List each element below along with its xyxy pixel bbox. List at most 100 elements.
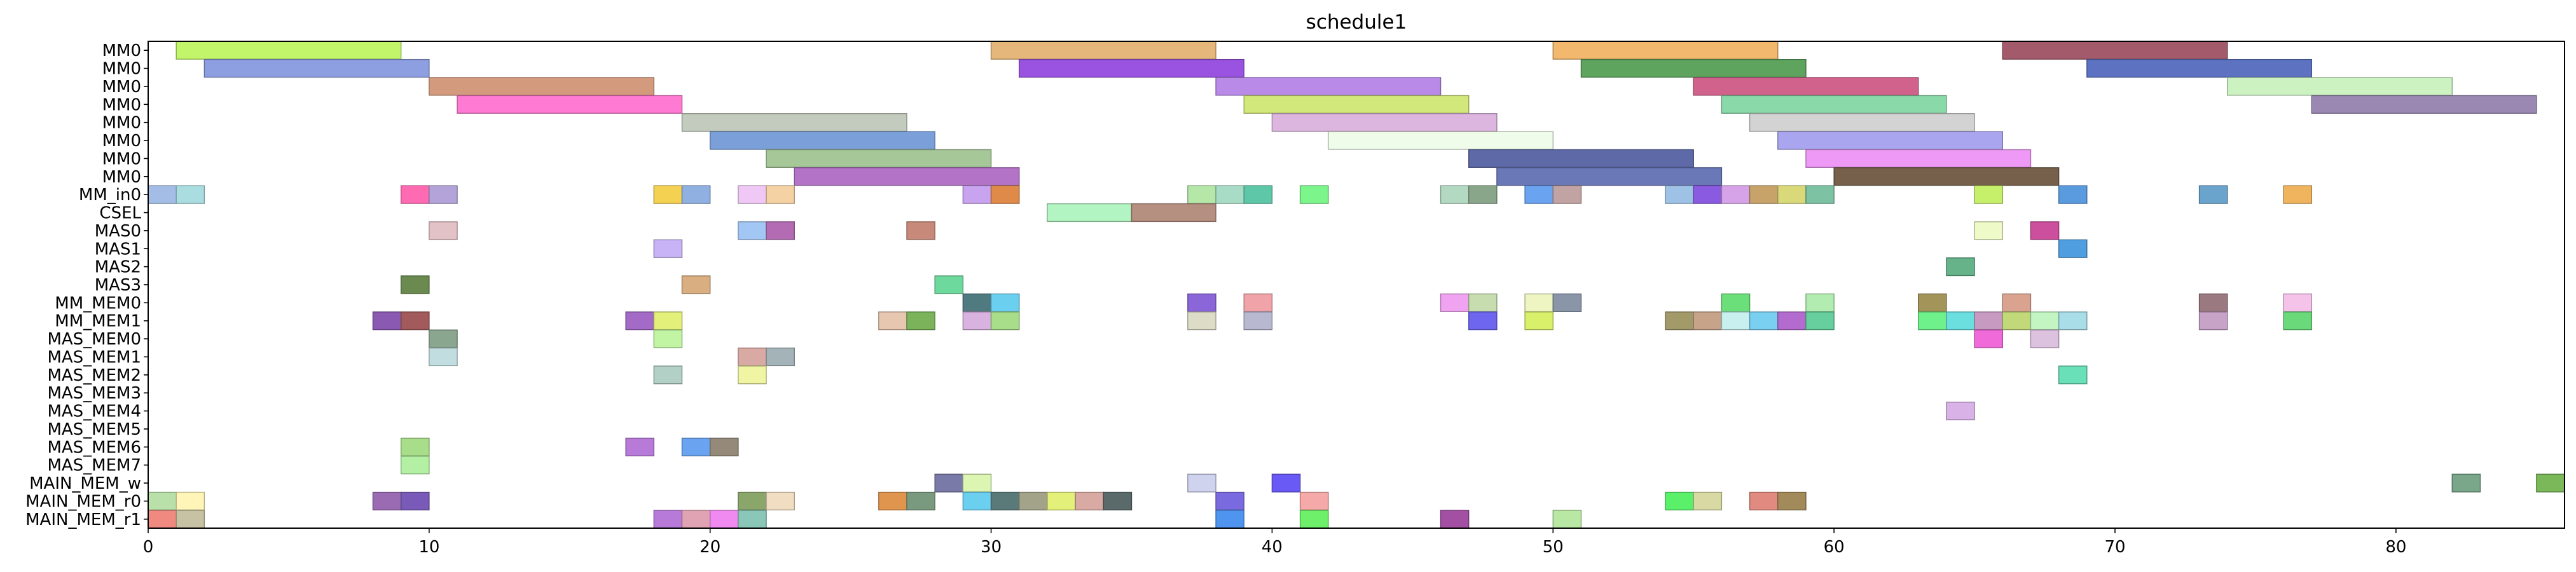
- y-tick-label-20: MAS_MEM4: [47, 402, 141, 421]
- task-bar-4: [203, 58, 430, 78]
- task-bar-50: [1777, 185, 1807, 204]
- task-bar-116: [766, 347, 795, 367]
- y-tick-label-22: MAS_MEM6: [47, 438, 141, 457]
- task-bar-47: [1693, 185, 1723, 204]
- task-bar-0: [176, 41, 402, 60]
- task-bar-81: [2002, 293, 2032, 312]
- task-bar-27: [1833, 167, 2060, 186]
- task-bar-61: [906, 221, 935, 240]
- task-bar-146: [1215, 491, 1244, 511]
- y-tick-label-21: MAS_MEM5: [47, 420, 141, 439]
- task-bar-42: [1440, 185, 1470, 204]
- y-tick-label-17: MAS_MEM1: [47, 348, 141, 367]
- task-bar-6: [1580, 58, 1807, 78]
- task-bar-126: [934, 473, 964, 493]
- task-bar-59: [738, 221, 767, 240]
- task-bar-66: [1946, 257, 1975, 276]
- task-bar-154: [653, 510, 683, 529]
- y-tick-label-9: CSEL: [99, 204, 141, 223]
- task-bar-158: [1215, 510, 1244, 529]
- task-bar-17: [1271, 113, 1498, 132]
- task-bar-45: [1552, 185, 1582, 204]
- y-tick-label-12: MAS2: [95, 258, 141, 277]
- task-bar-25: [794, 167, 1020, 186]
- task-bar-38: [1187, 185, 1216, 204]
- task-bar-79: [1805, 293, 1835, 312]
- task-bar-48: [1721, 185, 1751, 204]
- task-bar-95: [1524, 311, 1554, 330]
- task-bar-156: [710, 510, 739, 529]
- task-bar-37: [990, 185, 1020, 204]
- task-bar-71: [990, 293, 1020, 312]
- task-bar-56: [1047, 203, 1133, 222]
- task-bar-97: [1693, 311, 1723, 330]
- y-tick-label-16: MAS_MEM0: [47, 330, 141, 349]
- task-bar-113: [2030, 329, 2060, 348]
- x-tick-label-6: 60: [1824, 538, 1845, 557]
- task-bar-34: [738, 185, 767, 204]
- task-bar-46: [1665, 185, 1694, 204]
- task-bar-133: [176, 491, 205, 511]
- task-bar-51: [1805, 185, 1835, 204]
- y-tick-label-18: MAS_MEM2: [47, 366, 141, 385]
- task-bar-160: [1440, 510, 1470, 529]
- task-bar-74: [1440, 293, 1470, 312]
- task-bar-150: [1749, 491, 1779, 511]
- task-bar-65: [2058, 239, 2088, 258]
- x-tick-label-2: 20: [699, 538, 720, 557]
- task-bar-134: [372, 491, 402, 511]
- x-tick-label-1: 10: [418, 538, 439, 557]
- x-axis: 0 10 20 30 40 50 60 70 80: [143, 528, 2406, 557]
- task-bar-155: [681, 510, 711, 529]
- task-bar-80: [1918, 293, 1947, 312]
- task-bar-132: [148, 491, 177, 511]
- task-bar-129: [1271, 473, 1301, 493]
- task-bar-93: [1243, 311, 1273, 330]
- task-bar-91: [990, 311, 1020, 330]
- task-bar-119: [2058, 365, 2088, 385]
- task-bar-90: [962, 311, 992, 330]
- task-bar-105: [2002, 311, 2032, 330]
- y-tick-label-11: MAS1: [95, 240, 141, 259]
- task-bar-117: [653, 365, 683, 385]
- task-bar-122: [625, 437, 655, 456]
- task-bar-39: [1215, 185, 1244, 204]
- task-bar-123: [681, 437, 711, 456]
- task-bar-118: [738, 365, 767, 385]
- task-bar-147: [1299, 491, 1329, 511]
- task-bar-52: [1974, 185, 2003, 204]
- task-bar-72: [1187, 293, 1216, 312]
- task-bar-108: [2198, 311, 2228, 330]
- y-tick-label-6: MM0: [102, 149, 141, 168]
- x-tick-label-4: 40: [1262, 538, 1283, 557]
- task-bar-84: [372, 311, 402, 330]
- task-bar-143: [1047, 491, 1076, 511]
- task-bar-77: [1552, 293, 1582, 312]
- task-bar-153: [176, 510, 205, 529]
- bars-layer: [148, 41, 2565, 529]
- task-bar-36: [962, 185, 992, 204]
- task-bar-69: [934, 275, 964, 294]
- task-bar-149: [1693, 491, 1723, 511]
- task-bar-8: [429, 77, 655, 96]
- task-bar-53: [2058, 185, 2088, 204]
- y-tick-label-24: MAIN_MEM_w: [29, 474, 141, 493]
- task-bar-151: [1777, 491, 1807, 511]
- task-bar-145: [1103, 491, 1133, 511]
- task-bar-58: [429, 221, 458, 240]
- x-tick-label-5: 50: [1543, 538, 1564, 557]
- task-bar-87: [653, 311, 683, 330]
- task-bar-96: [1665, 311, 1694, 330]
- y-tick-label-4: MM0: [102, 114, 141, 133]
- y-tick-label-15: MM_MEM1: [55, 312, 141, 331]
- y-axis: MM0MM0MM0MM0MM0MM0MM0MM0MM_in0CSELMAS0MA…: [25, 41, 148, 529]
- task-bar-107: [2058, 311, 2088, 330]
- x-tick-label-8: 80: [2385, 538, 2406, 557]
- task-bar-12: [457, 95, 683, 114]
- task-bar-137: [766, 491, 795, 511]
- task-bar-131: [2536, 473, 2565, 493]
- task-bar-41: [1299, 185, 1329, 204]
- task-bar-85: [400, 311, 430, 330]
- task-bar-63: [2030, 221, 2060, 240]
- task-bar-136: [738, 491, 767, 511]
